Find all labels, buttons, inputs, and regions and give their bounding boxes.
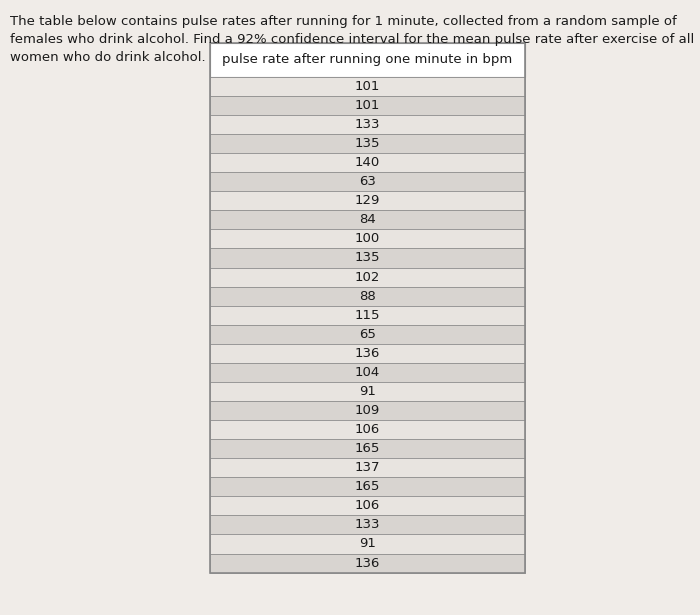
Text: 91: 91 [359,538,376,550]
FancyBboxPatch shape [210,477,525,496]
Text: 133: 133 [355,518,380,531]
FancyBboxPatch shape [210,115,525,134]
Text: 65: 65 [359,328,376,341]
Text: 140: 140 [355,156,380,169]
Text: 106: 106 [355,499,380,512]
Text: 102: 102 [355,271,380,284]
Text: 63: 63 [359,175,376,188]
FancyBboxPatch shape [210,43,525,77]
FancyBboxPatch shape [210,287,525,306]
FancyBboxPatch shape [210,248,525,268]
FancyBboxPatch shape [210,306,525,325]
FancyBboxPatch shape [210,325,525,344]
FancyBboxPatch shape [210,534,525,554]
Text: 101: 101 [355,99,380,112]
FancyBboxPatch shape [210,382,525,401]
Text: 88: 88 [359,290,376,303]
FancyBboxPatch shape [210,210,525,229]
Text: 104: 104 [355,366,380,379]
FancyBboxPatch shape [210,515,525,534]
FancyBboxPatch shape [210,77,525,96]
Text: 135: 135 [355,252,380,264]
Text: 137: 137 [355,461,380,474]
FancyBboxPatch shape [210,420,525,439]
Text: 101: 101 [355,80,380,93]
FancyBboxPatch shape [210,191,525,210]
FancyBboxPatch shape [210,268,525,287]
Text: 115: 115 [355,309,380,322]
Text: 136: 136 [355,347,380,360]
Text: 133: 133 [355,118,380,131]
Text: 136: 136 [355,557,380,569]
FancyBboxPatch shape [210,134,525,153]
Text: 84: 84 [359,213,376,226]
FancyBboxPatch shape [210,172,525,191]
FancyBboxPatch shape [210,401,525,420]
Text: 129: 129 [355,194,380,207]
FancyBboxPatch shape [210,554,525,573]
Text: 91: 91 [359,385,376,398]
FancyBboxPatch shape [210,229,525,248]
Text: pulse rate after running one minute in bpm: pulse rate after running one minute in b… [223,54,512,66]
FancyBboxPatch shape [210,344,525,363]
Text: 106: 106 [355,423,380,436]
Text: 165: 165 [355,480,380,493]
FancyBboxPatch shape [210,496,525,515]
FancyBboxPatch shape [210,153,525,172]
FancyBboxPatch shape [210,458,525,477]
Text: 109: 109 [355,404,380,417]
Text: The table below contains pulse rates after running for 1 minute, collected from : The table below contains pulse rates aft… [10,15,694,65]
FancyBboxPatch shape [210,363,525,382]
Text: 100: 100 [355,232,380,245]
Text: 135: 135 [355,137,380,150]
FancyBboxPatch shape [210,439,525,458]
FancyBboxPatch shape [210,96,525,115]
Text: 165: 165 [355,442,380,455]
